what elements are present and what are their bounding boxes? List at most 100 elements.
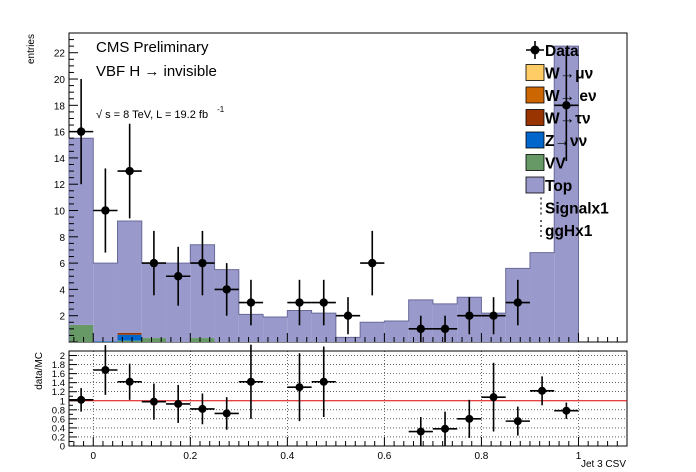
x-tick-label-0.6: 0.6 — [377, 451, 391, 462]
data-point-marker — [319, 298, 328, 307]
data-point-3 — [141, 230, 167, 296]
ratio-y-tick-label-0.2: 0.2 — [52, 432, 65, 443]
legend-label: Data — [545, 43, 579, 60]
bar-vv-bin-0 — [69, 324, 94, 342]
x-tick-label-0.8: 0.8 — [474, 451, 488, 462]
bar-top-bin-1 — [93, 263, 118, 342]
data-point-marker — [440, 324, 450, 334]
legend-entry-w: W→τν — [525, 109, 591, 128]
ratio-point-14 — [505, 406, 530, 436]
legend: Data W→μν W→ eν W→τν Z→νν VV Top Signalx1 ggHx1 — [525, 41, 609, 240]
data-point-marker — [76, 127, 86, 136]
energy-lumi-label: √ s = 8 TeV, L = 19.2 fb -1 — [96, 105, 225, 121]
data-point-marker — [246, 298, 256, 307]
y-tick-label-6: 6 — [59, 259, 65, 270]
ratio-point-marker — [246, 377, 255, 386]
data-point-10 — [335, 297, 361, 335]
ratio-y-tick-label-1.2: 1.2 — [52, 387, 65, 398]
data-point-marker — [173, 272, 183, 281]
legend-label: Z→νν — [545, 133, 587, 150]
legend-label: Signalx1 — [545, 201, 609, 218]
ratio-y-tick-label-0: 0 — [60, 442, 65, 453]
x-axis-label: Jet 3 CSV — [581, 459, 626, 470]
ratio-x-axis: 0 0.2 0.4 0.6 0.8 1 — [73, 437, 628, 462]
ratio-y-axis: 00.20.40.60.811.21.41.61.82 — [52, 350, 77, 453]
data-point-17 — [554, 49, 579, 162]
legend-label: VV — [545, 156, 566, 173]
y-tick-label-10: 10 — [54, 207, 66, 218]
bar-z-bin-1 — [93, 341, 118, 342]
data-point-15 — [481, 297, 506, 335]
bar-top-bin-11 — [335, 337, 361, 342]
ratio-point-6 — [214, 397, 239, 430]
legend-entry-gghx1: ggHx1 — [540, 220, 593, 240]
ratio-points — [69, 344, 579, 446]
ratio-point-13 — [481, 362, 506, 432]
ratio-point-11 — [432, 411, 458, 446]
channel-label: VBF H → invisible — [96, 63, 217, 80]
data-point-12 — [408, 315, 433, 342]
bar-vv-bin-3 — [141, 338, 167, 342]
ratio-point-marker — [222, 409, 231, 418]
data-point-8 — [287, 279, 312, 326]
legend-entry-we: W→ eν — [525, 86, 597, 105]
x-tick-label-0.2: 0.2 — [183, 451, 197, 462]
data-point-4 — [166, 246, 191, 306]
x-tick-label-0.4: 0.4 — [280, 451, 294, 462]
ratio-y-tick-label-1: 1 — [60, 396, 65, 407]
main-y-axis: 2 4 6 8 10 12 14 16 18 20 22 — [54, 39, 78, 343]
ratio-point-4 — [166, 384, 191, 423]
data-point-0 — [69, 79, 94, 185]
data-point-marker — [465, 311, 474, 320]
ratio-y-tick-label-1.6: 1.6 — [52, 369, 65, 380]
data-point-14 — [457, 297, 482, 335]
data-point-marker — [489, 311, 498, 320]
legend-entry-signalx1: Signalx1 — [540, 197, 609, 218]
ratio-point-marker — [77, 395, 86, 404]
ratio-y-tick-label-1.4: 1.4 — [52, 378, 65, 389]
energy-text: s = 8 TeV, L = 19.2 fb — [105, 109, 208, 121]
y-tick-label-22: 22 — [54, 49, 66, 60]
legend-label: ggHx1 — [545, 223, 593, 240]
data-point-marker — [222, 285, 231, 294]
legend-swatch — [525, 176, 545, 194]
legend-entry-z: Z→νν — [525, 131, 587, 150]
x-tick-label-0: 0 — [90, 451, 96, 462]
ratio-point-marker — [295, 383, 304, 392]
data-point-5 — [190, 230, 215, 296]
data-point-1 — [93, 168, 118, 253]
ratio-point-marker — [416, 427, 425, 436]
legend-swatch — [525, 64, 545, 81]
data-point-marker — [416, 324, 425, 334]
y-tick-label-8: 8 — [59, 233, 65, 244]
ratio-point-marker — [465, 414, 474, 423]
legend-entry-vv: VV — [525, 154, 566, 173]
data-point-2 — [117, 123, 142, 219]
legend-swatch — [525, 154, 545, 171]
y-tick-label-12: 12 — [54, 180, 66, 191]
ratio-y-tick-label-0.4: 0.4 — [52, 423, 65, 434]
bar-vv-bin-2 — [117, 340, 142, 342]
data-point-marker — [149, 258, 159, 268]
legend-label: W→ eν — [545, 88, 597, 105]
ratio-y-tick-label-0.6: 0.6 — [52, 414, 65, 425]
ratio-point-0 — [69, 388, 94, 412]
y-tick-label-16: 16 — [54, 128, 66, 139]
bar-w-bin-2 — [117, 332, 142, 335]
legend-entry-data: Data — [526, 41, 579, 60]
ratio-point-7 — [238, 344, 264, 419]
ratio-y-tick-label-1.8: 1.8 — [52, 360, 65, 371]
y-axis-label-ratio: data/MC — [34, 352, 45, 390]
energy-exponent: -1 — [217, 105, 225, 114]
ratio-point-marker — [319, 377, 328, 386]
legend-entry-top: Top — [525, 176, 572, 195]
data-point-marker — [198, 258, 207, 268]
data-point-marker — [562, 101, 571, 110]
x-tick-label-1: 1 — [576, 451, 582, 462]
legend-swatch — [525, 131, 545, 149]
cms-preliminary-label: CMS Preliminary — [96, 39, 209, 56]
legend-swatch — [525, 109, 545, 126]
legend-entry-w: W→μν — [525, 64, 593, 83]
data-point-marker — [125, 166, 134, 176]
data-point-marker — [513, 298, 523, 307]
